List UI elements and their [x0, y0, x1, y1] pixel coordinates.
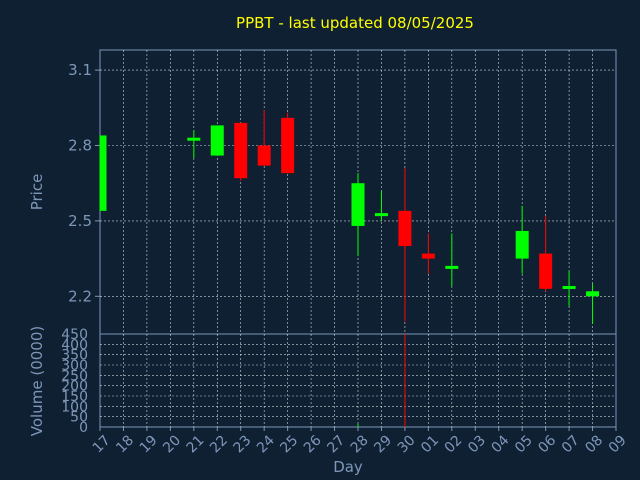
x-tick-label: 09	[606, 432, 630, 456]
candle-17	[99, 135, 107, 211]
price-tick-label: 2.5	[68, 212, 92, 230]
candle-29	[374, 190, 388, 221]
volume-tick-label: 100	[61, 399, 88, 415]
x-tick-label: 24	[254, 432, 278, 456]
candle-28	[351, 173, 365, 257]
chart-title: PPBT - last updated 08/05/2025	[236, 14, 474, 32]
candle-06	[539, 215, 553, 292]
x-tick-label: 18	[113, 432, 137, 456]
candle-body	[421, 253, 435, 259]
x-tick-label: 29	[371, 432, 395, 456]
candle-body	[515, 230, 529, 259]
candle-body	[562, 286, 576, 290]
volume-tick-label: 0	[79, 420, 88, 436]
volume-tick-label: 400	[61, 337, 88, 353]
volume-axis-label: Volume (0000)	[28, 326, 46, 436]
candle-body	[234, 122, 248, 179]
candle-02	[445, 233, 459, 287]
x-tick-label: 23	[231, 432, 255, 456]
x-tick-label: 22	[207, 432, 231, 456]
volume-tick-label: 200	[61, 379, 88, 395]
candle-body	[257, 145, 271, 166]
candle-08	[586, 283, 600, 324]
candle-body	[586, 291, 600, 297]
volume-tick-label: 450	[61, 327, 88, 343]
x-tick-label: 30	[395, 432, 419, 456]
candle-30	[398, 168, 412, 322]
x-tick-label: 21	[184, 432, 208, 456]
volume-tick-label: 50	[70, 410, 88, 426]
candle-body	[351, 183, 365, 226]
candle-01	[421, 233, 435, 274]
x-axis: 17 18 19 20 21 22 23 24 25 26 27 28 29 30 01 02 03 04 05 06…	[90, 427, 630, 456]
candle-body	[210, 125, 224, 156]
candle-05	[515, 205, 529, 274]
volume-tick-label: 300	[61, 358, 88, 374]
candle-07	[562, 271, 576, 307]
x-tick-label: 27	[324, 432, 348, 456]
candle-body	[374, 213, 388, 217]
candle-body	[187, 137, 201, 141]
x-tick-label: 03	[465, 432, 489, 456]
candle-21	[187, 130, 201, 159]
price-panel: 3.1 2.8 2.5 2.2	[68, 49, 617, 335]
x-axis-label: Day	[333, 458, 363, 476]
x-tick-label: 01	[418, 432, 442, 456]
x-tick-label: 25	[277, 432, 301, 456]
candle-body	[281, 117, 295, 174]
volume-tick-label: 250	[61, 368, 88, 384]
x-tick-label: 28	[348, 432, 372, 456]
x-tick-label: 07	[559, 432, 583, 456]
x-tick-label: 06	[535, 432, 559, 456]
volume-tick-label: 150	[61, 389, 88, 405]
x-tick-label: 17	[90, 432, 114, 456]
price-tick-label: 3.1	[68, 61, 92, 79]
candle-body	[539, 253, 553, 289]
price-tick-label: 2.8	[68, 137, 92, 155]
candle-24	[257, 110, 271, 166]
x-tick-label: 08	[582, 432, 606, 456]
volume-tick-label: 350	[61, 348, 88, 364]
candle-body	[100, 135, 107, 211]
x-tick-label: 05	[512, 432, 536, 456]
x-tick-label: 19	[137, 432, 161, 456]
candle-23	[234, 122, 248, 181]
price-tick-label: 2.2	[68, 287, 92, 305]
candle-body	[445, 265, 459, 269]
x-tick-label: 26	[301, 432, 325, 456]
price-axis-label: Price	[28, 174, 46, 211]
x-tick-label: 04	[489, 432, 513, 456]
x-tick-label: 20	[160, 432, 184, 456]
candle-25	[281, 112, 295, 174]
candle-22	[210, 125, 224, 156]
x-tick-label: 02	[442, 432, 466, 456]
candle-body	[398, 210, 412, 247]
